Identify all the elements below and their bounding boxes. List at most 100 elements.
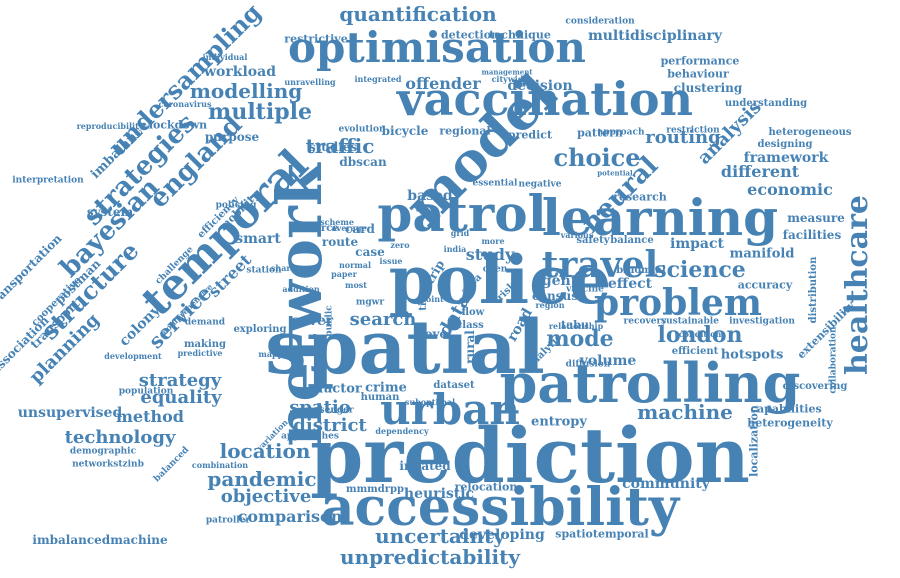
word-clustering: clustering	[673, 81, 743, 95]
word-card: card	[345, 222, 375, 236]
word-restrictive: restrictive	[284, 32, 348, 46]
word-binomial: binomial	[616, 265, 666, 276]
word-multidisciplinary: multidisciplinary	[587, 28, 723, 44]
word-multiple: multiple	[208, 99, 312, 125]
word-healthcare: healthcare	[840, 195, 875, 375]
word-combination: combination	[191, 460, 249, 470]
word-tabu: tabu	[561, 318, 589, 332]
word-patrolling: patrolling	[499, 351, 801, 415]
word-various: various	[560, 230, 594, 240]
word-level: level	[420, 327, 452, 341]
word-rural: rural	[463, 330, 477, 364]
word-based: based	[407, 188, 453, 204]
word-london: london	[657, 322, 743, 348]
word-vaccine: vaccine	[566, 284, 604, 295]
word-modelling: modelling	[189, 79, 303, 103]
word-grid: grid	[450, 228, 470, 238]
word-travel: travel	[541, 244, 659, 286]
word-machine: machine	[637, 400, 733, 424]
word-sharing: sharing	[270, 263, 306, 273]
word-spatial: spatial	[265, 305, 545, 391]
word-policing: policing	[215, 200, 257, 211]
word-more: more	[481, 236, 505, 246]
word-region: region	[535, 300, 565, 310]
word-learning: learning	[541, 188, 779, 247]
word-measure: measure	[787, 211, 845, 225]
word-recovery: recovery	[623, 316, 667, 327]
word-open: open	[482, 264, 508, 275]
word-paper: paper	[331, 269, 357, 279]
word-purpose: purpose	[204, 130, 260, 144]
word-addition: addition	[282, 284, 320, 294]
word-condition: condition	[678, 329, 722, 339]
word-reproducibility: reproducibility	[76, 121, 144, 131]
word-route: route	[321, 235, 359, 249]
word-studies: studies	[308, 140, 358, 154]
word-workload: workload	[204, 64, 276, 80]
word-normal: normal	[338, 260, 372, 270]
word-india: india	[443, 244, 467, 254]
word-discovering: discovering	[782, 381, 848, 392]
word-cover: cover	[290, 313, 334, 329]
word-mgwr: mgwr	[355, 297, 385, 308]
word-police: police	[388, 241, 612, 319]
word-inflated: inflated	[399, 459, 451, 473]
word-exploring: exploring	[233, 324, 287, 335]
word-class: class	[456, 320, 484, 331]
word-suboptimal: suboptimal	[404, 397, 456, 407]
word-agent: agent	[532, 273, 578, 289]
word-scheme: scheme	[320, 217, 354, 227]
word-traffic: traffic	[305, 134, 375, 158]
word-regional: regional	[439, 124, 491, 138]
word-capabilities: capabilities	[750, 402, 822, 416]
word-hotspots: hotspots	[720, 347, 784, 363]
word-public: public	[324, 305, 335, 337]
word-potential: potential	[597, 168, 633, 178]
word-pandemic: pandemic	[207, 467, 317, 491]
word-case: case	[355, 245, 385, 259]
word-unravelling: unravelling	[284, 77, 336, 87]
word-zero: zero	[390, 240, 410, 250]
word-investigation: investigation	[729, 316, 795, 327]
word-balanced: balanced	[152, 445, 192, 485]
word-technique: technique	[489, 28, 551, 42]
word-dependency: dependency	[375, 426, 429, 436]
word-offender: offender	[405, 74, 481, 93]
word-issue: issue	[379, 256, 403, 266]
word-behaviour: behaviour	[667, 67, 729, 81]
word-balance: balance	[610, 235, 654, 246]
word-designing: designing	[757, 139, 813, 150]
word-accessibility: accessibility	[320, 477, 680, 538]
word-economic: economic	[747, 180, 833, 199]
word-heuristic: heuristic	[403, 486, 475, 502]
word-point: point	[420, 294, 444, 304]
word-passenger: passenger	[302, 405, 354, 416]
word-consideration: consideration	[565, 16, 635, 27]
word-development: development	[104, 351, 162, 361]
word-relationship: relationship	[548, 321, 604, 331]
word-method: method	[116, 407, 184, 426]
word-quantification: quantification	[339, 2, 497, 26]
word-restriction: restriction	[666, 125, 720, 136]
word-diffusion: diffusion	[565, 359, 611, 370]
word-decision: decision	[507, 78, 573, 94]
word-distribution: distribution	[808, 256, 819, 324]
word-census: census	[532, 289, 578, 303]
word-accuracy: accuracy	[737, 278, 793, 292]
word-networkstzinb: networkstzinb	[72, 459, 144, 470]
word-facilities: facilities	[782, 228, 842, 242]
word-vaccination: vaccination	[396, 72, 694, 126]
word-performance: performance	[660, 54, 740, 68]
word-equality: equality	[140, 387, 222, 408]
word-demographic: demographic	[69, 446, 137, 457]
word-location: location	[219, 439, 311, 463]
word-average: average	[331, 223, 367, 233]
word-optimisation: optimisation	[288, 23, 586, 72]
word-integrated: integrated	[354, 74, 402, 84]
word-volume: volume	[579, 353, 637, 369]
word-heterogeneity: heterogeneity	[747, 416, 833, 430]
word-making: making	[183, 339, 227, 350]
word-district: district	[293, 415, 367, 436]
word-heterogeneous: heterogeneous	[768, 127, 852, 138]
word-problem: problem	[594, 282, 762, 324]
